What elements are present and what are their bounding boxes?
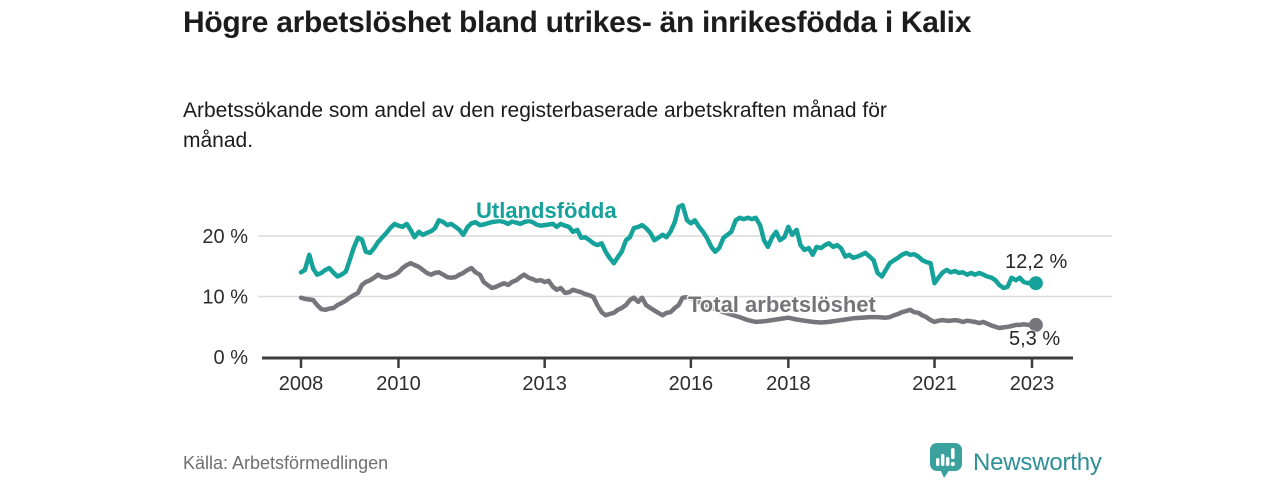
y-tick-label: 20 % bbox=[202, 226, 248, 248]
end-value-label-utlandsfodda: 12,2 % bbox=[1005, 251, 1068, 273]
chart-subtitle: Arbetssökande som andel av den registerb… bbox=[183, 99, 887, 152]
x-tick-label: 2010 bbox=[376, 373, 421, 395]
x-tick-label: 2023 bbox=[1010, 373, 1055, 395]
y-tick-label: 10 % bbox=[202, 287, 248, 309]
newsworthy-wordmark: Newsworthy bbox=[973, 448, 1102, 476]
series-label-total-arbetsloshet: Total arbetslöshet bbox=[688, 292, 876, 317]
x-tick-label: 2008 bbox=[279, 373, 324, 395]
x-tick-label: 2016 bbox=[669, 373, 714, 395]
y-tick-label: 0 % bbox=[214, 347, 249, 369]
series-label-utlandsfodda: Utlandsfödda bbox=[476, 198, 617, 223]
source-attribution: Källa: Arbetsförmedlingen bbox=[183, 453, 389, 473]
total-arbetsloshet-line bbox=[298, 260, 1039, 331]
x-tick-label: 2018 bbox=[766, 373, 811, 395]
utlandsfodda-line bbox=[298, 202, 1039, 291]
x-tick-label: 2021 bbox=[912, 373, 957, 395]
x-tick-label: 2013 bbox=[522, 373, 567, 395]
page-title: Högre arbetslöshet bland utrikes- än inr… bbox=[183, 6, 972, 39]
newsworthy-bubble-chart-icon bbox=[928, 441, 964, 480]
end-value-label-total: 5,3 % bbox=[1009, 328, 1061, 350]
total-arbetsloshet-end-dot bbox=[1028, 317, 1043, 332]
newsworthy-logo: Newsworthy bbox=[928, 441, 1102, 480]
utlandsfodda-end-dot bbox=[1028, 276, 1043, 291]
